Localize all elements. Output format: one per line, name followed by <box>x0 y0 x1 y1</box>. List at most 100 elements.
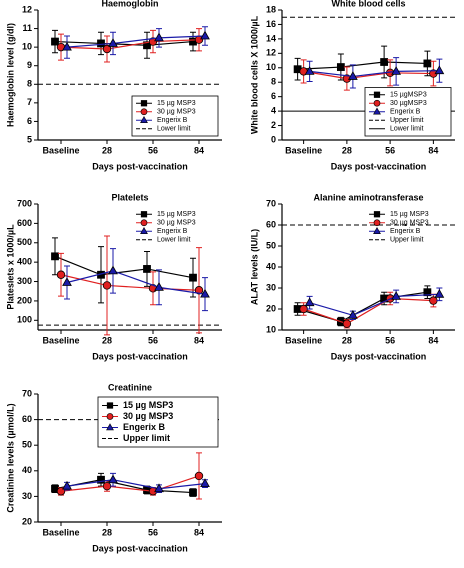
y-tick-label: 10 <box>22 42 32 52</box>
chart-title: Haemoglobin <box>101 0 158 8</box>
x-tick-label: 28 <box>342 145 352 155</box>
data-point <box>56 270 66 279</box>
data-point <box>434 288 445 298</box>
legend-marker <box>140 115 148 123</box>
data-point <box>336 63 345 71</box>
data-point <box>154 282 164 291</box>
legend-label: Engerix B <box>157 117 188 124</box>
legend-label: 15 µgMSP3 <box>390 92 427 99</box>
legend-marker <box>140 211 148 218</box>
data-point <box>429 296 438 305</box>
data-point <box>97 39 105 48</box>
y-tick-label: 40 <box>22 465 32 475</box>
y-tick-label: 10 <box>266 62 276 72</box>
y-tick-label: 70 <box>22 388 32 398</box>
y-tick-label: 30 <box>22 491 32 501</box>
y-tick-label: 6 <box>27 116 32 126</box>
data-point <box>200 30 210 40</box>
legend-marker <box>373 219 381 227</box>
data-point <box>299 304 308 314</box>
data-point <box>62 277 72 286</box>
y-tick-label: 11 <box>22 23 32 33</box>
legend-marker <box>106 402 114 409</box>
data-point <box>342 319 352 328</box>
y-tick-label: 40 <box>266 261 276 271</box>
data-point <box>189 488 197 497</box>
data-point <box>154 483 164 493</box>
x-axis-label: Days post-vaccination <box>92 351 188 361</box>
x-tick-label: Baseline <box>285 145 322 155</box>
y-tick-label: 6 <box>271 91 276 101</box>
legend-label: Lower limit <box>390 126 424 133</box>
data-point <box>391 291 402 300</box>
legend-marker <box>140 100 148 107</box>
x-tick-label: 84 <box>194 145 204 155</box>
x-tick-label: Baseline <box>42 145 79 155</box>
chart-title: Creatinine <box>108 382 152 392</box>
y-axis-label: ALAT levels (IU/L) <box>249 229 259 305</box>
x-tick-label: 84 <box>428 335 438 345</box>
x-tick-label: 84 <box>428 145 438 155</box>
y-axis-label: Plateslets x 1000/µL <box>5 224 15 310</box>
data-point <box>102 481 112 491</box>
legend-marker <box>373 99 381 107</box>
data-point <box>143 265 151 273</box>
data-point <box>97 475 105 484</box>
y-tick-label: 20 <box>266 303 276 313</box>
chart-title: Platelets <box>111 192 148 202</box>
series-line <box>60 475 200 492</box>
x-tick-label: 56 <box>148 527 158 537</box>
data-point <box>154 32 164 42</box>
y-tick-label: 600 <box>17 218 32 228</box>
y-tick-label: 60 <box>22 414 32 424</box>
series-line <box>54 255 194 279</box>
data-point <box>194 471 204 481</box>
y-tick-label: 300 <box>17 276 32 286</box>
series-line <box>303 70 434 80</box>
x-tick-label: 56 <box>148 145 158 155</box>
legend-label: Upper limit <box>390 237 424 244</box>
y-tick-label: 700 <box>17 198 32 208</box>
x-tick-label: 56 <box>385 145 395 155</box>
series-line <box>309 70 440 78</box>
data-point <box>108 474 118 484</box>
series-line <box>66 35 206 48</box>
legend-label: 30 µg MSP3 <box>157 109 196 116</box>
y-tick-label: 9 <box>27 60 32 70</box>
x-axis-label: Days post-vaccination <box>331 351 427 361</box>
legend-marker <box>140 219 148 227</box>
y-tick-label: 12 <box>22 4 32 14</box>
data-point <box>148 37 158 46</box>
legend-marker <box>140 108 148 116</box>
y-axis-label: Creatinine levels (µmol/L) <box>5 403 15 512</box>
y-tick-label: 20 <box>22 516 32 526</box>
data-point <box>62 480 72 490</box>
data-point <box>102 281 112 290</box>
series-line <box>297 291 428 323</box>
y-tick-label: 10 <box>266 324 276 334</box>
data-point <box>189 273 197 282</box>
data-point <box>347 309 358 319</box>
y-tick-label: 16 <box>266 19 276 29</box>
legend-label: Engerix B <box>123 422 166 432</box>
y-tick-label: 70 <box>266 198 276 208</box>
y-tick-label: 18 <box>266 4 276 14</box>
data-point <box>200 288 210 298</box>
y-tick-label: 0 <box>271 134 276 144</box>
y-tick-label: 12 <box>266 48 276 58</box>
x-tick-label: 28 <box>102 335 112 345</box>
series-line <box>54 40 194 46</box>
data-point <box>434 65 445 75</box>
y-tick-label: 5 <box>27 134 32 144</box>
x-tick-label: Baseline <box>42 527 79 537</box>
x-axis-label: Days post-vaccination <box>92 543 188 553</box>
legend-label: Engerix B <box>390 109 421 116</box>
legend-label: Upper limit <box>123 433 170 443</box>
data-point <box>108 38 118 47</box>
y-axis-label: White blood cells X 1000/µL <box>249 15 259 134</box>
chart-title: White blood cells <box>331 0 405 8</box>
data-point <box>304 297 315 307</box>
y-tick-label: 7 <box>27 97 32 107</box>
series-line <box>309 293 440 316</box>
data-point <box>143 41 151 50</box>
